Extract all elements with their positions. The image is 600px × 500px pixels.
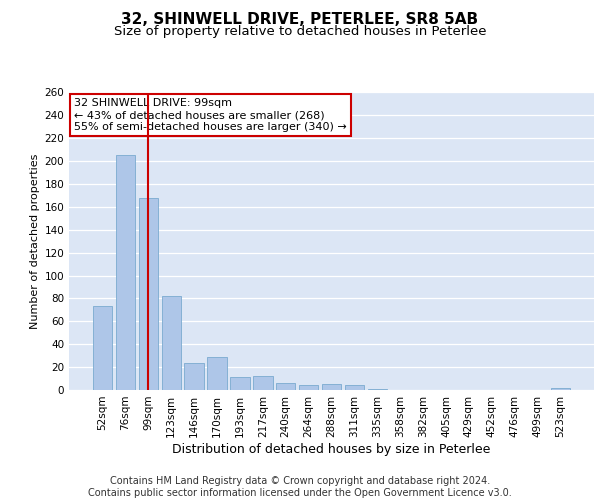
Bar bbox=[551, 388, 570, 390]
Text: Size of property relative to detached houses in Peterlee: Size of property relative to detached ho… bbox=[114, 25, 486, 38]
Bar bbox=[368, 389, 387, 390]
Y-axis label: Number of detached properties: Number of detached properties bbox=[30, 154, 40, 329]
Bar bbox=[161, 296, 181, 390]
Bar bbox=[139, 198, 158, 390]
Text: 32, SHINWELL DRIVE, PETERLEE, SR8 5AB: 32, SHINWELL DRIVE, PETERLEE, SR8 5AB bbox=[121, 12, 479, 28]
Text: 32 SHINWELL DRIVE: 99sqm
← 43% of detached houses are smaller (268)
55% of semi-: 32 SHINWELL DRIVE: 99sqm ← 43% of detach… bbox=[74, 98, 347, 132]
Bar bbox=[253, 376, 272, 390]
Text: Contains HM Land Registry data © Crown copyright and database right 2024.
Contai: Contains HM Land Registry data © Crown c… bbox=[88, 476, 512, 498]
Bar bbox=[322, 384, 341, 390]
Bar bbox=[230, 378, 250, 390]
Bar bbox=[276, 383, 295, 390]
Bar bbox=[344, 386, 364, 390]
Bar bbox=[208, 357, 227, 390]
Bar bbox=[93, 306, 112, 390]
Bar bbox=[116, 156, 135, 390]
X-axis label: Distribution of detached houses by size in Peterlee: Distribution of detached houses by size … bbox=[172, 442, 491, 456]
Bar bbox=[299, 386, 319, 390]
Bar bbox=[184, 362, 204, 390]
